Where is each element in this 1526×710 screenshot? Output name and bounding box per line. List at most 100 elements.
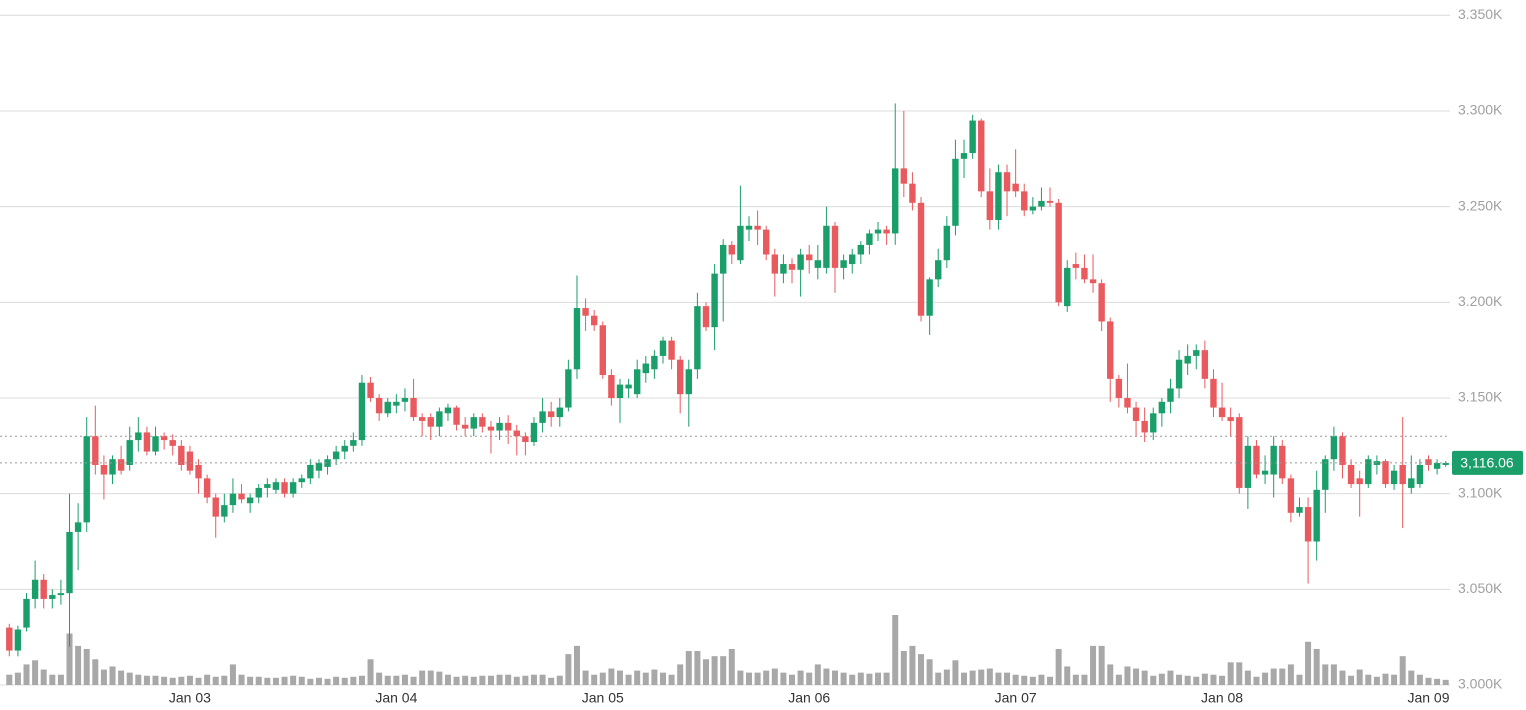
candle-body [633,369,641,395]
volume-bar [1305,641,1312,685]
volume-bar [57,674,64,685]
candle-body [513,430,520,437]
volume-bar [978,669,985,685]
volume-bar [315,677,322,685]
volume-bar [565,654,572,685]
candle-body [1021,191,1028,211]
candle-body [814,260,822,268]
volume-bar [823,668,830,685]
candle-body [221,505,228,517]
volume-bar [1098,645,1105,685]
volume-bar [1244,670,1251,685]
volume-bar [1176,674,1183,685]
y-tick-label: 3.100K [1458,484,1503,500]
candle-body [1184,355,1191,364]
volume-bar [1193,676,1200,685]
volume-bar [384,675,391,685]
candle-body [711,273,718,328]
volume-bar [1167,670,1174,685]
candle-body [1287,478,1295,513]
x-tick-label: Jan 03 [169,690,211,706]
volume-bar [866,673,873,685]
volume-bar [591,674,598,685]
volume-bar [961,672,968,685]
candle-body [1408,478,1415,488]
volume-bar [470,676,477,685]
candle-body [6,627,13,651]
candle-body [831,225,839,268]
candle-body [685,369,692,395]
volume-bar [1348,675,1355,685]
volume-bar [926,659,933,685]
candle-body [23,598,30,628]
volume-bar [857,672,864,685]
volume-bar [1201,673,1208,685]
candle-body [264,484,271,488]
candle-body [504,422,512,431]
candle-body [1279,445,1286,479]
volume-bar [1339,670,1346,685]
candle-body [1296,507,1303,513]
candle-body [1382,461,1389,485]
candle-body [1236,417,1243,488]
volume-bar [66,633,73,685]
volume-bar [1038,674,1045,685]
volume-bar [212,676,219,685]
candle-body [1158,401,1166,414]
candle-body [410,397,417,418]
volume-bar [247,676,254,685]
volume-bar [1184,675,1191,685]
volume-bar [1425,677,1432,685]
candle-body [401,397,409,402]
volume-bar [204,674,211,685]
volume-bar [255,676,262,685]
volume-bar [1391,674,1398,685]
candle-body [31,579,39,599]
candle-body [556,407,563,418]
y-tick-label: 3.150K [1458,389,1503,405]
volume-bar [1408,670,1415,685]
candle-body [780,264,787,274]
candle-body [160,436,168,441]
candle-body [1201,350,1209,379]
candle-body [358,382,366,441]
volume-bar [1262,672,1269,685]
candle-body [461,424,469,429]
candle-body [100,464,108,475]
candle-body [57,593,65,596]
volume-bar [1029,676,1036,685]
volume-bar [1227,662,1234,685]
candle-body [14,629,22,651]
candle-body [83,436,90,523]
volume-bar [883,672,890,685]
candle-body [1107,321,1114,379]
volume-bar [1064,666,1071,685]
candle-body [49,595,56,599]
volume-bar [599,672,606,685]
candle-body [943,225,951,261]
candle-body [1150,413,1157,433]
volume-bar [548,677,555,685]
candle-body [229,493,237,506]
volume-bar [152,675,159,685]
volume-bar [479,675,486,685]
volume-bar [986,668,993,685]
candle-body [315,463,323,471]
volume-bar [702,659,709,685]
candle-body [1064,267,1071,307]
candle-body [436,411,443,427]
candle-body [728,244,736,255]
candle-body [289,482,297,494]
volume-bar [608,668,615,685]
candle-body [496,422,503,431]
volume-bar [892,615,899,685]
candle-body [788,264,796,270]
volume-bar [444,674,451,685]
candle-body [986,191,994,221]
volume-bar [616,670,623,685]
volume-bar [1124,666,1131,685]
volume-bar [1416,674,1423,685]
volume-bar [556,675,563,685]
volume-bar [109,666,116,685]
candle-body [367,382,374,398]
